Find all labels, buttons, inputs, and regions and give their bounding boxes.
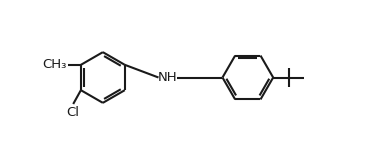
- Text: NH: NH: [158, 71, 177, 84]
- Text: CH₃: CH₃: [42, 58, 66, 71]
- Text: Cl: Cl: [67, 106, 80, 119]
